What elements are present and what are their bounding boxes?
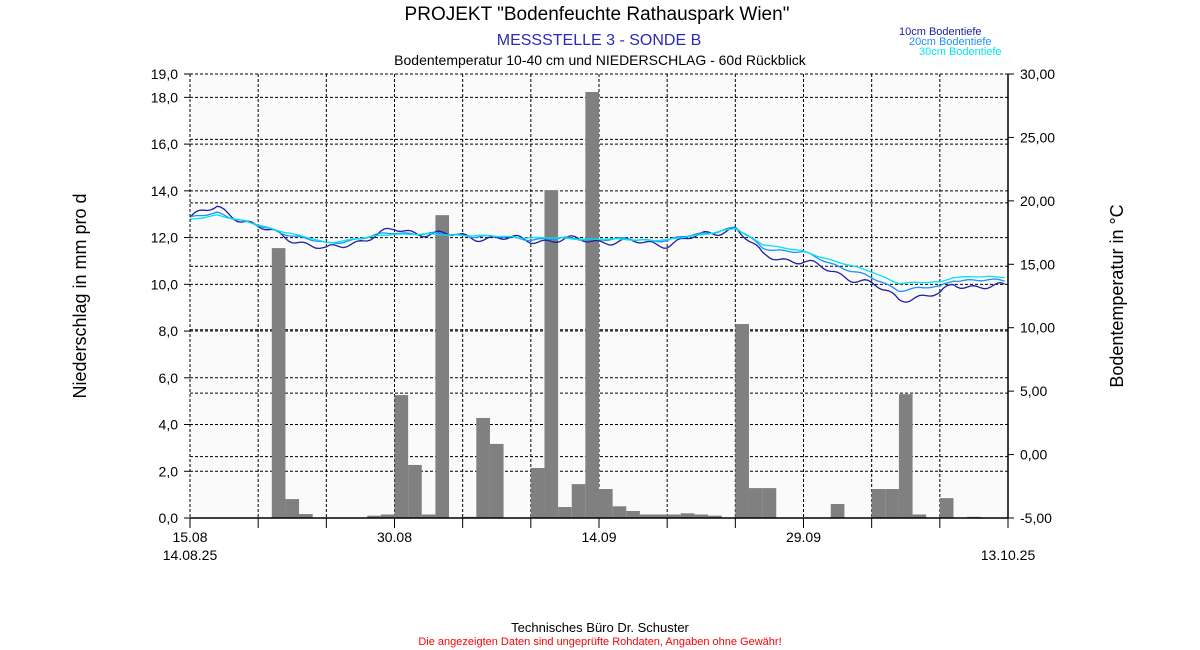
y-tick-label-right: 5,00 (1020, 383, 1047, 399)
precipitation-bar (476, 417, 490, 518)
y-tick-label-left: 12,0 (151, 230, 178, 246)
legend-item: 20cm Bodentiefe (909, 36, 992, 48)
y-tick-label-left: 6,0 (159, 370, 179, 386)
precipitation-bar (571, 484, 586, 518)
temperature-line-30cm-bodentiefe (189, 214, 1005, 285)
chart-subtitle2: Bodentemperatur 10-40 cm und NIEDERSCHLA… (394, 52, 807, 68)
x-start-label: 14.08.25 (163, 547, 218, 563)
footer-company: Technisches Büro Dr. Schuster (511, 620, 689, 635)
y-tick-label-left: 2,0 (159, 463, 179, 479)
precipitation-bar (612, 506, 627, 518)
precipitation-bar (830, 503, 845, 518)
precipitation-bar (708, 515, 722, 518)
precipitation-bar (530, 467, 545, 518)
x-tick-label: 15.08 (172, 529, 207, 545)
y-tick-label-right: 20,00 (1020, 193, 1055, 209)
precipitation-bar (599, 489, 613, 518)
precipitation-bar (285, 499, 300, 518)
precipitation-bar (367, 515, 381, 518)
y-tick-label-left: 4,0 (159, 417, 179, 433)
precipitation-bar (626, 510, 640, 518)
precipitation-bar (408, 464, 422, 518)
precipitation-bar (667, 514, 681, 518)
legend-item: 40cm Bodentiefe (929, 56, 1012, 68)
footer-disclaimer: Die angezeigten Daten sind ungeprüfte Ro… (418, 636, 781, 648)
precipitation-bar (939, 498, 954, 518)
precipitation-bar (435, 215, 450, 518)
legend-item: 30cm Bodentiefe (919, 46, 1002, 58)
precipitation-bar (748, 488, 763, 518)
precipitation-bar (680, 513, 695, 518)
precipitation-bar (585, 91, 599, 518)
y-axis-left-label: Niederschlag in mm pro d (70, 193, 90, 398)
precipitation-bar (489, 443, 504, 518)
y-tick-label-left: 0,0 (159, 510, 179, 526)
precipitation-bar (271, 248, 286, 519)
y-tick-label-right: 30,00 (1020, 66, 1055, 82)
y-axis-right-label: Bodentemperatur in °C (1107, 204, 1127, 387)
y-tick-label-right: 25,00 (1020, 129, 1055, 145)
precipitation-bar (653, 514, 668, 518)
temperature-line-10cm-bodentiefe (189, 205, 1005, 303)
precipitation-bar (558, 507, 572, 518)
precipitation-bar (380, 514, 395, 518)
y-tick-label-right: 0,00 (1020, 447, 1047, 463)
precipitation-bar (394, 395, 409, 518)
precipitation-bar (885, 489, 899, 518)
y-tick-label-left: 10,0 (151, 276, 178, 292)
precipitation-bar (762, 488, 777, 518)
y-tick-label-left: 18,0 (151, 89, 178, 105)
legend-item: 10cm Bodentiefe (899, 26, 982, 38)
y-tick-label-left: 16,0 (151, 136, 178, 152)
precipitation-bar (639, 514, 654, 518)
precipitation-bar (694, 514, 709, 518)
precipitation-bar (871, 489, 886, 518)
chart-subtitle: MESSSTELLE 3 - SONDE B (497, 32, 702, 49)
x-tick-label: 30.08 (377, 529, 412, 545)
chart-title: PROJEKT "Bodenfeuchte Rathauspark Wien" (405, 4, 790, 25)
x-tick-label: 14.09 (581, 529, 616, 545)
precipitation-bar (898, 394, 913, 518)
precipitation-bar (735, 324, 749, 518)
precipitation-bar (421, 514, 436, 518)
x-tick-label: 29.09 (786, 529, 821, 545)
y-tick-label-left: 8,0 (159, 323, 179, 339)
precipitation-bar (544, 190, 559, 518)
y-tick-label-left: 14,0 (151, 183, 178, 199)
y-tick-label-left: 19,0 (151, 66, 178, 82)
y-tick-label-right: 15,00 (1020, 256, 1055, 272)
y-tick-label-right: 10,00 (1020, 320, 1055, 336)
y-tick-label-right: -5,00 (1020, 510, 1052, 526)
precipitation-bar (299, 514, 313, 518)
x-end-label: 13.10.25 (981, 547, 1036, 563)
precipitation-bar (912, 514, 927, 518)
